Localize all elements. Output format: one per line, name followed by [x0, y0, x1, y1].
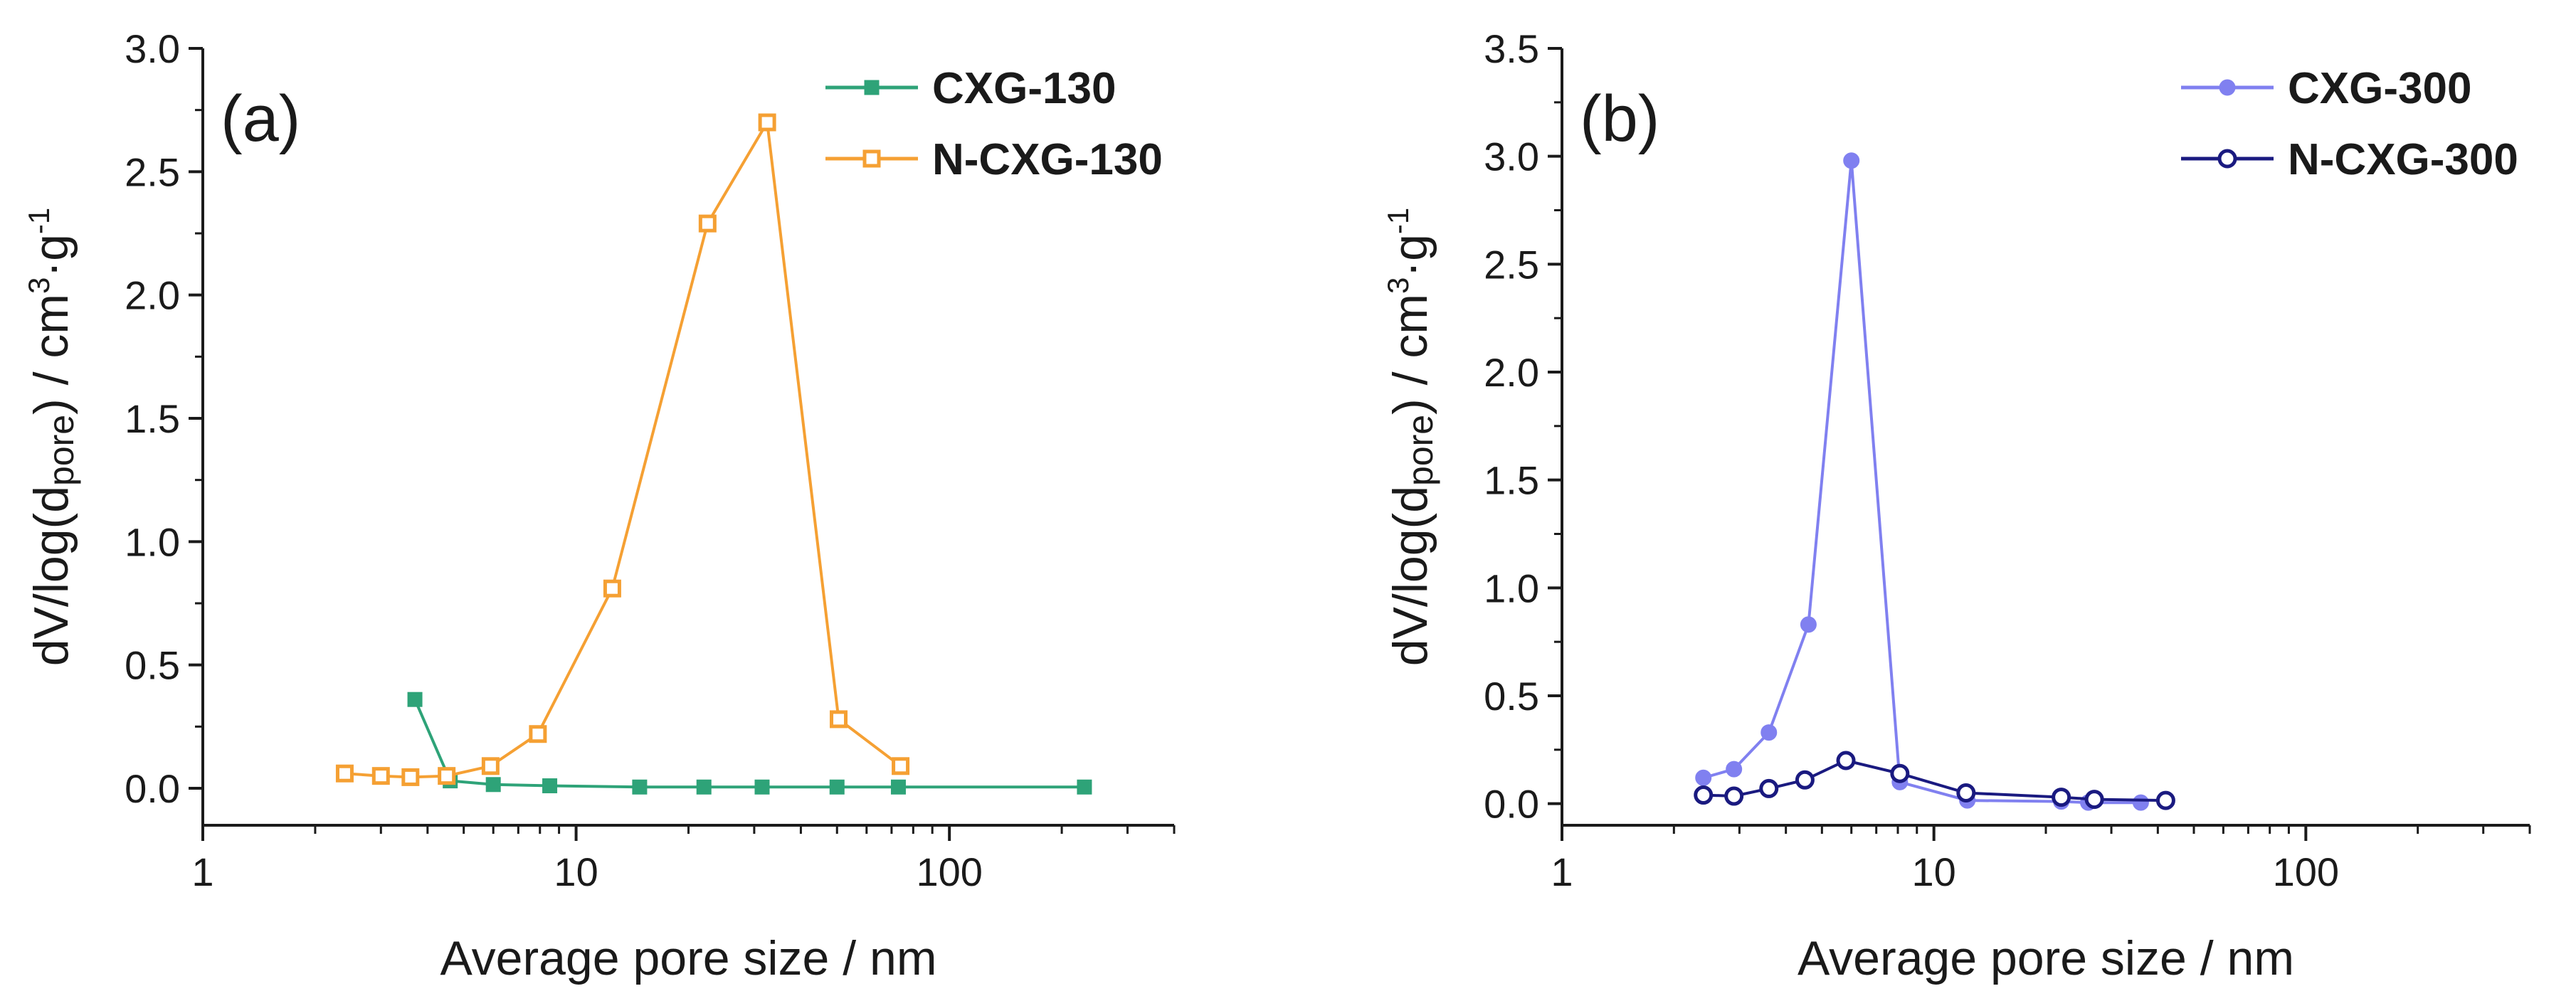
series-CXG-130: [407, 692, 1092, 795]
data-point: [696, 779, 712, 795]
y-tick-label: 2.5: [125, 149, 180, 194]
data-point: [829, 779, 845, 795]
data-point: [1843, 152, 1860, 169]
data-point: [2132, 794, 2149, 811]
data-point: [892, 757, 910, 775]
data-point: [529, 725, 547, 743]
legend-label: N-CXG-300: [2288, 135, 2518, 184]
x-tick-label: 10: [554, 849, 598, 894]
data-point: [2052, 788, 2071, 807]
y-tick-label: 1.0: [125, 519, 180, 564]
series-line: [413, 699, 1084, 789]
legend-label: N-CXG-130: [932, 135, 1163, 184]
data-point: [603, 579, 621, 598]
panel-label: (b): [1580, 83, 1659, 155]
data-point: [1759, 778, 1779, 798]
data-point: [1836, 751, 1856, 770]
data-point: [1077, 779, 1092, 795]
x-tick-label: 10: [1912, 849, 1956, 894]
data-point: [485, 777, 501, 793]
x-axis-title: Average pore size / nm: [440, 931, 937, 985]
data-point: [371, 767, 390, 785]
legend-item: N-CXG-130: [825, 135, 1163, 184]
legend-item: N-CXG-300: [2181, 135, 2518, 184]
legend-label: CXG-130: [932, 64, 1116, 113]
chart-panel-a: 0.0 0.5 1.0 1.5 2.0 2.5 3.0 1 10 100 Average pore …: [22, 26, 1176, 985]
legend-label: CXG-300: [2288, 64, 2471, 113]
data-point: [2084, 790, 2104, 810]
y-tick-label: 0.0: [125, 766, 180, 811]
data-point: [890, 779, 906, 795]
y-tick-label: 1.5: [125, 396, 180, 441]
y-tick-label: 0.0: [1484, 782, 1539, 827]
legend-marker: [864, 80, 880, 95]
legend-item: CXG-300: [2181, 64, 2471, 113]
y-tick-label: 2.0: [125, 273, 180, 318]
x-tick-label: 100: [916, 849, 982, 894]
y-tick-label: 3.0: [125, 26, 180, 71]
y-tick-label: 0.5: [125, 643, 180, 688]
data-point: [1726, 761, 1743, 778]
legend-marker: [2217, 149, 2237, 169]
series-line: [344, 117, 902, 779]
y-tick-label: 3.5: [1484, 26, 1539, 71]
data-point: [481, 757, 500, 775]
x-tick-label: 1: [191, 849, 213, 894]
data-point: [1724, 786, 1744, 806]
legend: CXG-300 N-CXG-300: [2181, 64, 2518, 184]
legend-marker: [2219, 79, 2236, 96]
y-tick-label: 1.0: [1484, 566, 1539, 610]
x-axis-title: Average pore size / nm: [1798, 931, 2294, 985]
data-point: [758, 113, 776, 132]
panel-label: (a): [221, 83, 300, 155]
y-tick-label: 2.5: [1484, 242, 1539, 287]
legend: CXG-130 N-CXG-130: [825, 64, 1163, 184]
y-tick-label: 3.0: [1484, 134, 1539, 179]
data-point: [1795, 770, 1815, 790]
data-point: [698, 214, 717, 233]
y-tick-label: 1.5: [1484, 458, 1539, 503]
data-point: [1800, 616, 1817, 633]
y-tick-label: 2.0: [1484, 350, 1539, 395]
data-point: [1695, 769, 1712, 786]
chart-panel-b: 0.0 0.5 1.0 1.5 2.0 2.5 3.0 3.5 1 10 100 Average po…: [1381, 26, 2531, 985]
data-point: [335, 764, 354, 783]
legend-item: CXG-130: [825, 64, 1116, 113]
series-CXG-300: [1695, 152, 2149, 811]
data-point: [2155, 790, 2175, 810]
data-point: [542, 778, 558, 794]
series-line: [1703, 160, 2141, 805]
data-point: [1694, 785, 1714, 805]
data-point: [754, 779, 770, 795]
y-axis-title: dV/log(dpore) / cm3·g-1: [22, 208, 81, 667]
x-tick-label: 1: [1551, 849, 1573, 894]
legend-marker: [862, 149, 881, 168]
series-N-CXG-130: [335, 113, 910, 786]
data-point: [1956, 783, 1976, 802]
series-N-CXG-300: [1694, 751, 2175, 810]
data-point: [1890, 763, 1910, 783]
y-axis-title: dV/log(dpore) / cm3·g-1: [1381, 208, 1440, 667]
data-point: [830, 710, 848, 729]
data-point: [1761, 724, 1778, 741]
y-tick-label: 0.5: [1484, 674, 1539, 719]
data-point: [401, 768, 420, 786]
series-line: [1703, 758, 2166, 802]
data-point: [438, 767, 456, 785]
data-point: [407, 692, 423, 707]
data-point: [632, 779, 648, 795]
x-tick-label: 100: [2273, 849, 2339, 894]
